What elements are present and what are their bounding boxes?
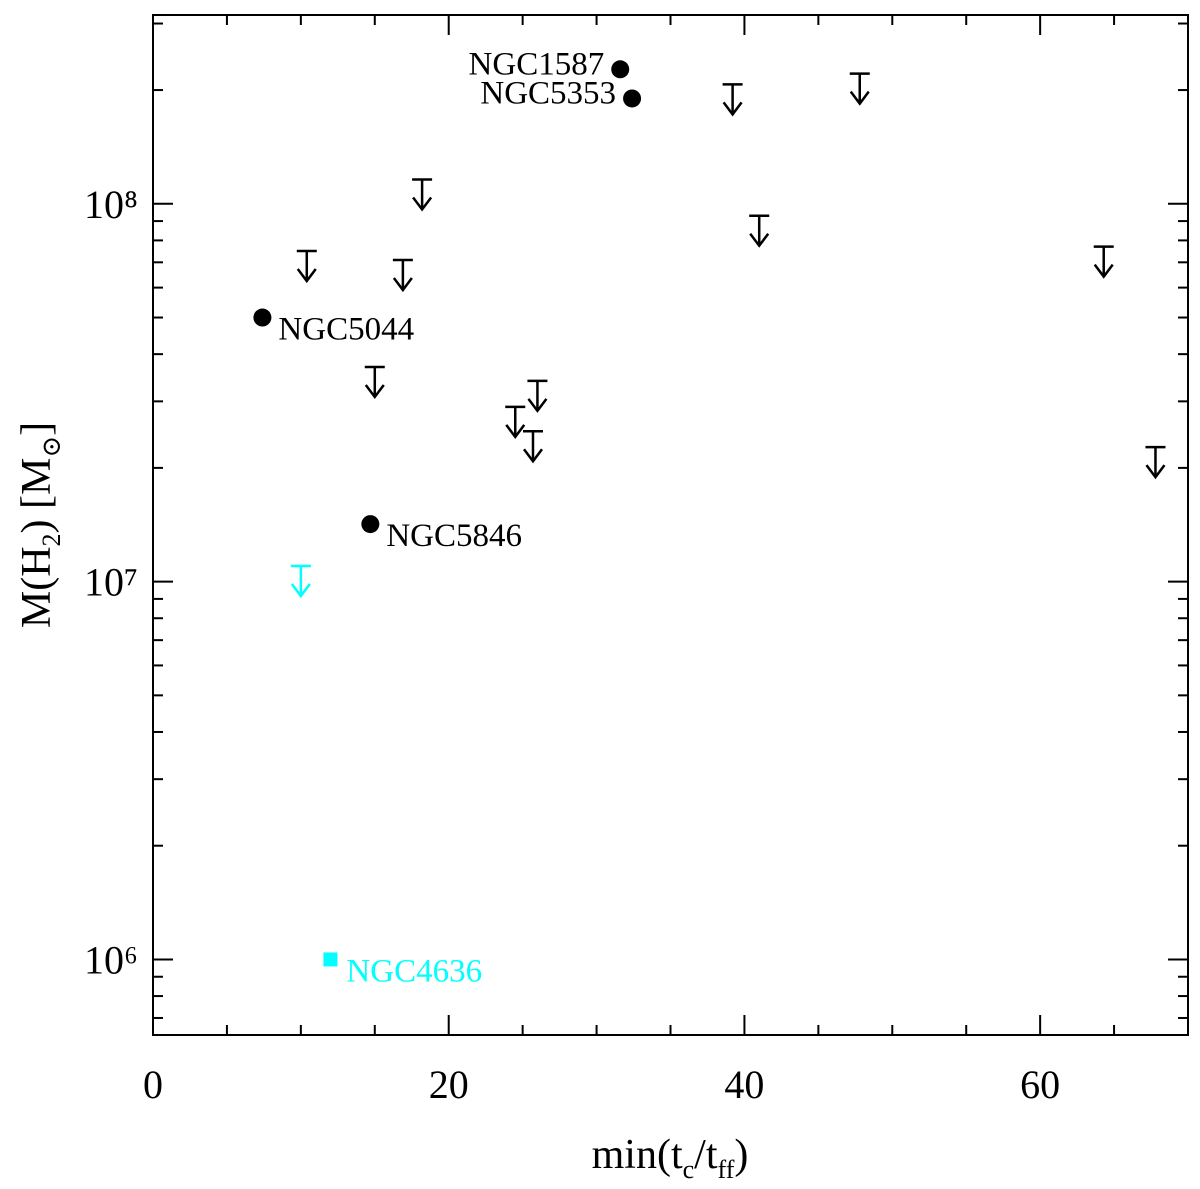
data-point xyxy=(505,405,526,439)
data-point xyxy=(290,564,311,599)
x-tick-label: 40 xyxy=(724,1062,764,1107)
limit-head xyxy=(849,90,870,106)
point-marker xyxy=(361,515,380,534)
x-axis-label-part: /t xyxy=(694,1132,718,1178)
y-tick-label: 10⁸ xyxy=(84,182,138,227)
y-axis-label-part: 2 xyxy=(37,533,66,546)
data-point xyxy=(522,430,543,464)
y-axis-label: M(H2) [M⊙] xyxy=(14,422,66,628)
x-axis-label-part: ) xyxy=(734,1132,748,1178)
data-point xyxy=(611,60,630,79)
y-axis-label-part: M(H xyxy=(14,546,60,628)
point-label: NGC5353 xyxy=(480,75,616,111)
limit-head xyxy=(296,268,317,284)
point-label: NGC4636 xyxy=(346,953,482,989)
data-point xyxy=(849,72,870,106)
plot-frame xyxy=(152,14,1189,1036)
limit-head xyxy=(412,196,433,212)
data-point xyxy=(1093,245,1114,279)
limit-head xyxy=(392,277,413,293)
y-tick-label: 10⁷ xyxy=(84,560,138,605)
x-axis-label-part: min(t xyxy=(592,1132,683,1178)
x-axis-label: min(tc/tff) xyxy=(592,1132,749,1184)
data-point xyxy=(722,83,743,117)
limit-head xyxy=(290,583,311,599)
point-marker xyxy=(323,952,338,967)
y-axis-label-part: ] xyxy=(14,422,60,436)
data-point xyxy=(253,308,272,327)
point-label: NGC1587 xyxy=(469,46,605,82)
x-tick-label: 0 xyxy=(143,1062,163,1107)
limit-head xyxy=(749,232,770,248)
limit-head xyxy=(1145,464,1166,480)
point-marker xyxy=(611,60,630,79)
data-point xyxy=(1145,445,1166,480)
data-point xyxy=(323,952,338,967)
data-point xyxy=(392,258,413,293)
limit-head xyxy=(1093,263,1114,279)
point-marker xyxy=(253,308,272,327)
data-point xyxy=(412,178,433,212)
y-axis-label-part: ⊙ xyxy=(37,436,66,458)
y-axis-label-part: ) [M xyxy=(14,458,60,534)
x-tick-label: 60 xyxy=(1020,1062,1060,1107)
limit-head xyxy=(522,448,543,464)
limit-head xyxy=(505,424,526,439)
limit-head xyxy=(527,398,548,413)
x-tick-label: 20 xyxy=(429,1062,469,1107)
point-marker xyxy=(623,89,642,108)
data-point xyxy=(623,89,642,108)
data-point xyxy=(296,249,317,284)
y-tick-label: 10⁶ xyxy=(84,937,138,982)
limit-head xyxy=(722,101,743,117)
data-point xyxy=(361,515,380,534)
point-label: NGC5044 xyxy=(278,312,414,348)
x-axis-label-part: ff xyxy=(718,1155,735,1184)
point-label: NGC5846 xyxy=(386,518,522,554)
x-axis-label-part: c xyxy=(683,1155,695,1184)
data-point xyxy=(749,214,770,248)
data-point xyxy=(527,379,548,413)
limit-head xyxy=(364,384,385,400)
data-point xyxy=(364,365,385,400)
